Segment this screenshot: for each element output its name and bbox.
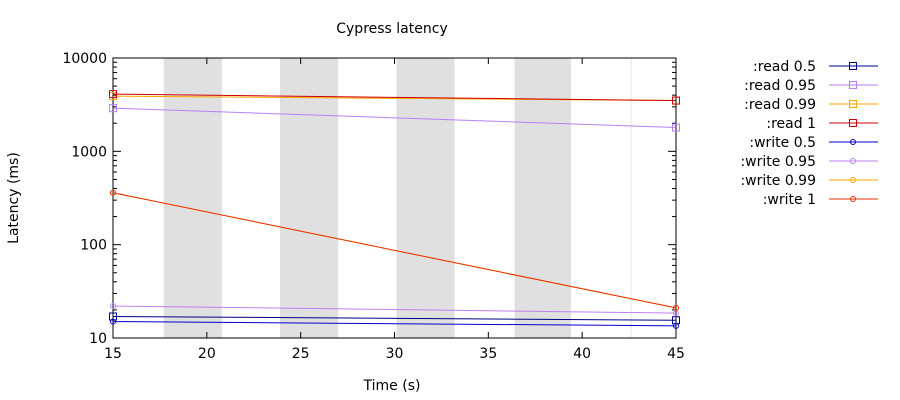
x-tick-label: 35 <box>479 346 497 362</box>
data-point <box>110 318 116 325</box>
x-tick-label: 15 <box>104 346 122 362</box>
legend-marker <box>849 100 857 108</box>
shaded-band-4 <box>514 58 571 338</box>
axis-ticks: 15 20 25 30 35 40 45 10 100 1000 10000 <box>62 51 684 362</box>
legend-entry: :write 1 <box>763 192 878 208</box>
series-read-1 <box>109 90 680 105</box>
series-read-0-5 <box>109 312 680 325</box>
series-line <box>112 321 677 327</box>
legend-entry: :write 0.99 <box>740 173 878 189</box>
shaded-band-3 <box>396 58 455 338</box>
series-line <box>112 192 677 309</box>
series-line <box>112 305 677 314</box>
y-tick-label: 1000 <box>71 144 107 160</box>
x-tick-label: 25 <box>292 346 310 362</box>
y-tick-label: 100 <box>80 238 107 254</box>
series-line <box>112 315 677 321</box>
legend-entry: :read 0.95 <box>744 78 878 94</box>
legend-entry: :read 0.5 <box>753 59 878 75</box>
legend-marker <box>849 81 857 89</box>
legend-label: :write 0.5 <box>749 135 816 151</box>
legend-entry: :write 0.95 <box>740 154 878 170</box>
data-point <box>672 123 680 132</box>
legend-entry: :read 0.99 <box>744 97 878 113</box>
x-axis-label: Time (s) <box>363 378 421 394</box>
series-write-1 <box>110 189 679 311</box>
series-lines <box>109 90 680 329</box>
x-tick-label: 45 <box>667 346 685 362</box>
shaded-band-2 <box>280 58 339 338</box>
y-tick-label: 10000 <box>62 51 107 67</box>
legend-marker <box>850 196 856 202</box>
legend-marker <box>849 62 857 70</box>
shaded-bands <box>163 58 632 338</box>
legend-marker <box>850 139 856 145</box>
legend-marker <box>850 177 856 183</box>
x-tick-label: 30 <box>386 346 404 362</box>
series-line <box>112 93 677 102</box>
data-point <box>109 104 117 113</box>
legend-marker <box>850 158 856 164</box>
legend-label: :write 0.95 <box>740 154 816 170</box>
data-point <box>109 90 117 99</box>
series-line <box>112 107 677 129</box>
y-axis-label: Latency (ms) <box>6 152 22 244</box>
data-point <box>110 189 116 196</box>
data-point <box>110 303 116 310</box>
legend-label: :read 1 <box>766 116 816 132</box>
y-tick-label: 10 <box>89 331 107 347</box>
shaded-band-1 <box>163 58 222 338</box>
chart-title: Cypress latency <box>336 21 447 37</box>
legend: :read 0.5 :read 0.95 :read 0.99 :read 1 :wri… <box>740 59 878 208</box>
legend-label: :read 0.99 <box>744 97 816 113</box>
legend-label: :write 1 <box>763 192 816 208</box>
legend-entry: :write 0.5 <box>749 135 878 151</box>
legend-label: :read 0.95 <box>744 78 816 94</box>
data-point <box>673 322 679 329</box>
series-read-0-95 <box>109 104 680 132</box>
series-write-0-5 <box>110 318 679 329</box>
legend-entry: :read 1 <box>766 116 878 132</box>
data-point <box>672 96 680 105</box>
data-point <box>673 304 679 311</box>
data-point <box>109 312 117 321</box>
x-tick-label: 40 <box>573 346 591 362</box>
legend-label: :write 0.99 <box>740 173 816 189</box>
legend-marker <box>849 119 857 127</box>
legend-label: :read 0.5 <box>753 59 816 75</box>
x-tick-label: 20 <box>198 346 216 362</box>
